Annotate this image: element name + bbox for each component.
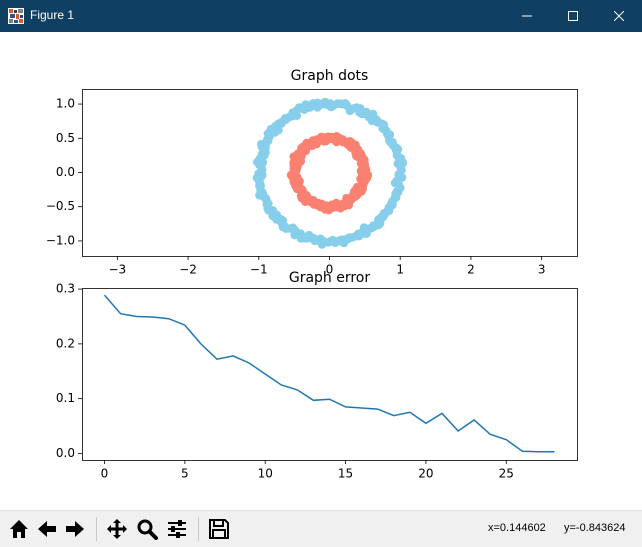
y-tick-label: 0.0: [56, 165, 75, 179]
y-tick-label: 0.3: [56, 282, 75, 296]
zoom-icon: [136, 518, 158, 540]
window-title: Figure 1: [30, 8, 74, 22]
minimize-button[interactable]: [504, 0, 550, 32]
save-button[interactable]: [206, 515, 232, 543]
save-icon: [208, 518, 230, 540]
navigation-toolbar: x=0.144602 y=-0.843624: [0, 510, 642, 547]
configure-subplots-icon: [166, 518, 188, 540]
toolbar-separator: [198, 517, 199, 541]
cursor-x-readout: x=0.144602: [488, 522, 546, 534]
back-button[interactable]: [34, 515, 60, 543]
chart-title: Graph dots: [291, 68, 369, 84]
forward-icon: [64, 518, 86, 540]
y-tick-label: 0.5: [56, 131, 75, 145]
chart-title: Graph error: [289, 270, 371, 286]
x-tick-label: 5: [181, 467, 189, 481]
minimize-icon: [522, 11, 532, 21]
close-button[interactable]: [596, 0, 642, 32]
x-tick-label: −1: [250, 263, 268, 277]
toolbar-separator: [96, 517, 97, 541]
x-tick-label: 15: [338, 467, 353, 481]
y-tick-label: −1.0: [46, 233, 75, 247]
y-tick-label: 0.1: [56, 391, 75, 405]
pan-icon: [106, 518, 128, 540]
axes-frame: [83, 289, 578, 461]
maximize-icon: [568, 11, 578, 21]
back-icon: [36, 518, 58, 540]
y-tick-label: 1.0: [56, 97, 75, 111]
axes-frame: [83, 90, 578, 257]
cursor-y-readout: y=-0.843624: [564, 522, 625, 534]
x-tick-label: 0: [101, 467, 109, 481]
configure-subplots-button[interactable]: [164, 515, 190, 543]
x-tick-label: −3: [109, 263, 127, 277]
maximize-button[interactable]: [550, 0, 596, 32]
axes-0: [78, 90, 578, 261]
forward-button[interactable]: [62, 515, 88, 543]
scatter-point: [395, 170, 404, 179]
x-tick-label: 1: [396, 263, 404, 277]
scatter-point: [361, 168, 370, 177]
matplotlib-app-icon: [8, 8, 24, 24]
pan-button[interactable]: [104, 515, 130, 543]
x-tick-label: 20: [418, 467, 433, 481]
error-line: [105, 295, 555, 452]
x-tick-label: 3: [538, 263, 546, 277]
y-tick-label: 0.2: [56, 336, 75, 350]
axes-1: [78, 289, 578, 465]
x-tick-label: 10: [258, 467, 273, 481]
home-button[interactable]: [6, 515, 32, 543]
y-tick-label: −0.5: [46, 199, 75, 213]
x-tick-label: 25: [499, 467, 514, 481]
home-icon: [8, 518, 30, 540]
x-tick-label: −2: [179, 263, 197, 277]
title-bar: Figure 1: [0, 0, 642, 32]
x-tick-label: 2: [467, 263, 475, 277]
zoom-button[interactable]: [134, 515, 160, 543]
close-icon: [614, 11, 624, 21]
y-tick-label: 0.0: [56, 446, 75, 460]
